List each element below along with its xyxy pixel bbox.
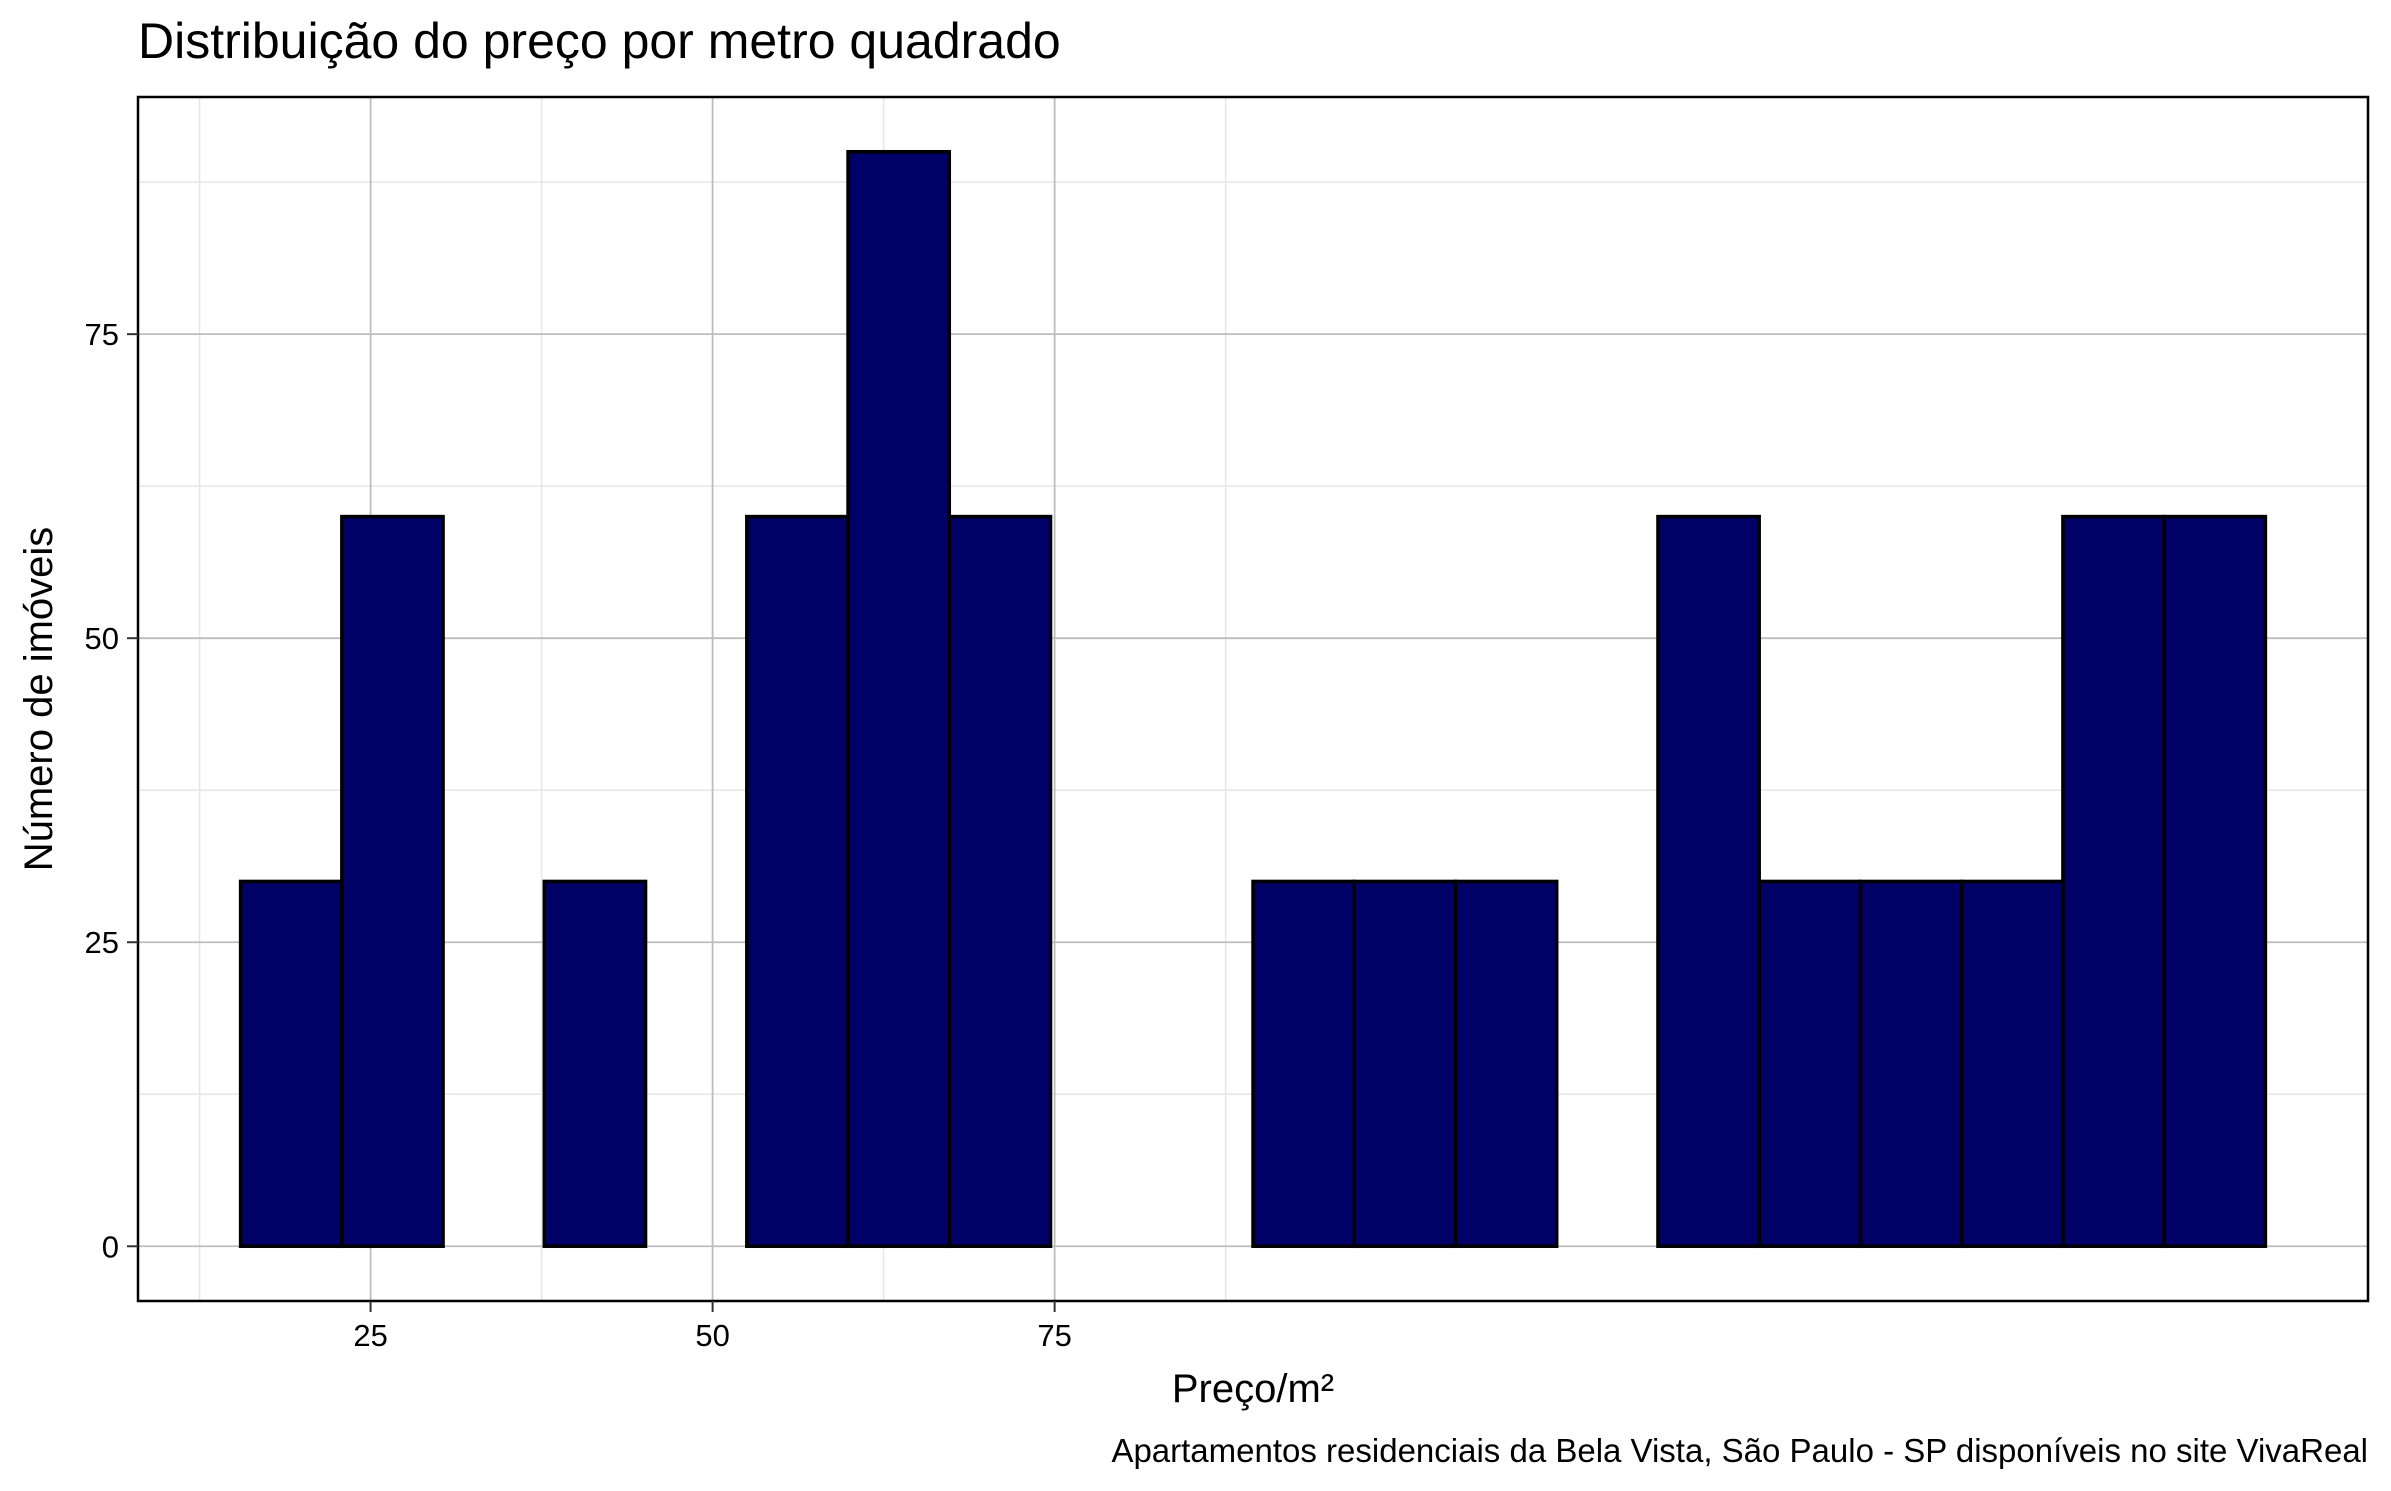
- histogram-bar: [947, 514, 1053, 1249]
- histogram-bar: [1453, 879, 1559, 1249]
- histogram-bar: [846, 149, 952, 1249]
- y-tick-label: 0: [102, 1229, 119, 1264]
- y-tick-label: 25: [85, 925, 119, 960]
- histogram-bar: [238, 879, 344, 1249]
- x-tick-label: 75: [1037, 1318, 1071, 1353]
- histogram-bar: [2061, 514, 2166, 1249]
- x-axis: 25 50 75: [353, 1301, 1072, 1353]
- histogram-bars: [238, 149, 2268, 1249]
- y-tick-label: 75: [85, 317, 119, 352]
- chart-caption: Apartamentos residenciais da Bela Vista,…: [1111, 1432, 2368, 1469]
- y-tick-label: 50: [85, 621, 119, 656]
- histogram-bar: [542, 879, 648, 1249]
- histogram-bar: [2162, 514, 2268, 1249]
- x-axis-label: Preço/m²: [1172, 1367, 1334, 1411]
- histogram-bar: [1959, 879, 2065, 1249]
- y-axis: 0 25 50 75: [85, 317, 138, 1264]
- histogram-bar: [1757, 879, 1863, 1249]
- histogram-bar: [1656, 514, 1761, 1249]
- histogram-bar: [340, 514, 445, 1249]
- plot-border: [136, 95, 2370, 1303]
- histogram-bar: [1858, 879, 1964, 1249]
- chart-title: Distribuição do preço por metro quadrado: [138, 13, 1061, 69]
- x-tick-label: 50: [695, 1318, 729, 1353]
- histogram-bar: [1352, 879, 1458, 1249]
- y-axis-label: Número de imóveis: [17, 527, 61, 872]
- histogram-bar: [1251, 879, 1356, 1249]
- histogram-bar: [745, 514, 850, 1249]
- x-tick-label: 25: [353, 1318, 387, 1353]
